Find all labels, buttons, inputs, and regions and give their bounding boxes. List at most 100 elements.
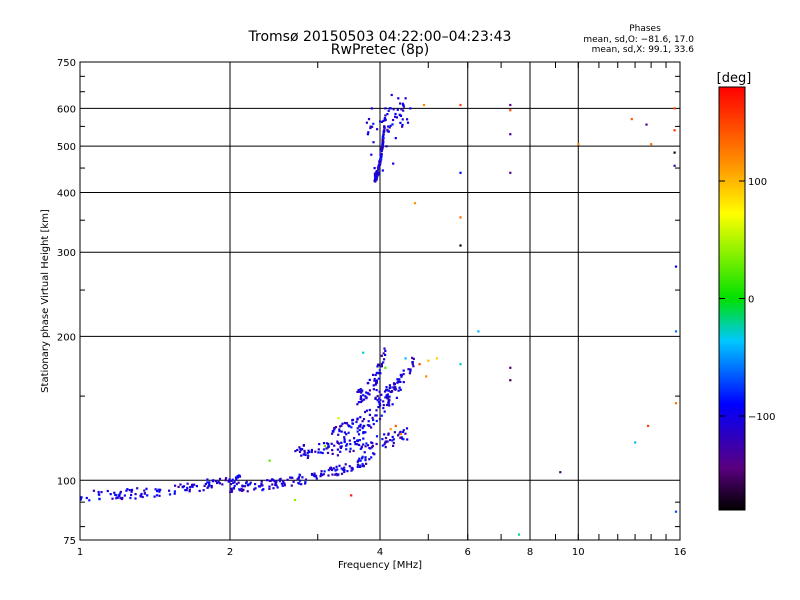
data-point — [365, 462, 368, 465]
data-point — [299, 448, 302, 451]
data-point — [387, 389, 390, 392]
data-point — [389, 386, 392, 389]
data-point — [337, 473, 340, 476]
data-point — [111, 497, 114, 500]
data-point — [328, 467, 332, 470]
data-point — [361, 427, 364, 430]
data-point — [385, 440, 388, 443]
data-point — [338, 428, 341, 431]
data-point — [143, 489, 146, 492]
data-point — [239, 489, 242, 492]
colorbar-tick-label: −100 — [748, 412, 775, 423]
data-point — [397, 434, 400, 437]
data-point — [181, 486, 184, 489]
data-point — [374, 373, 377, 377]
data-point — [254, 487, 257, 490]
data-point — [360, 390, 363, 393]
stats-heading: Phases — [629, 24, 661, 34]
data-point — [336, 440, 339, 443]
data-point — [382, 400, 385, 403]
data-point — [272, 487, 275, 490]
data-point — [384, 366, 387, 369]
data-point — [387, 109, 390, 112]
data-point — [364, 410, 367, 414]
data-point — [340, 424, 343, 427]
data-point — [158, 494, 161, 497]
data-point — [307, 449, 310, 452]
data-point — [388, 395, 391, 398]
data-point — [327, 469, 330, 472]
data-point — [362, 437, 365, 440]
data-point — [118, 494, 121, 498]
data-point — [154, 488, 157, 491]
data-point — [353, 437, 356, 440]
data-point — [412, 365, 415, 368]
data-point — [399, 388, 402, 391]
data-point — [231, 478, 234, 481]
data-point — [300, 483, 303, 486]
data-point — [394, 137, 397, 140]
data-point — [459, 171, 462, 174]
data-point — [382, 133, 385, 136]
data-point — [304, 453, 307, 457]
data-point — [339, 446, 342, 449]
data-point — [339, 445, 342, 448]
data-point — [404, 97, 407, 100]
data-point — [331, 432, 334, 435]
data-point — [361, 420, 364, 423]
data-point — [392, 441, 395, 445]
data-point — [184, 489, 187, 492]
colorbar-ticks: 100 0 −100 — [719, 177, 775, 423]
data-point — [401, 125, 404, 128]
data-point — [380, 155, 383, 158]
data-point — [406, 118, 409, 121]
data-point — [340, 430, 343, 433]
data-point — [374, 177, 377, 180]
data-point — [372, 384, 375, 387]
data-point — [351, 422, 354, 425]
data-point — [381, 138, 384, 141]
data-point — [366, 424, 369, 427]
y-axis-label: Stationary phase Virtual Height [km] — [40, 209, 51, 393]
data-point — [364, 395, 367, 398]
data-point — [370, 446, 374, 449]
data-point — [368, 424, 371, 428]
data-point — [364, 445, 367, 448]
data-point — [366, 392, 369, 395]
data-point — [362, 394, 365, 397]
data-point — [369, 125, 372, 128]
data-point — [100, 491, 103, 494]
data-point — [378, 164, 381, 167]
data-point — [673, 164, 676, 167]
data-point — [179, 483, 182, 486]
data-point — [140, 494, 143, 497]
data-point — [297, 481, 300, 485]
y-tick-label: 300 — [57, 248, 76, 259]
data-point — [198, 489, 201, 492]
data-point — [357, 459, 360, 462]
data-point — [630, 118, 633, 121]
data-point — [298, 473, 301, 476]
data-point — [398, 378, 401, 381]
data-point — [294, 450, 297, 453]
data-point — [321, 451, 324, 455]
data-point — [399, 102, 402, 105]
data-point — [397, 97, 400, 100]
data-point — [188, 490, 191, 493]
data-point — [509, 171, 512, 174]
data-point — [315, 477, 318, 480]
data-point — [364, 459, 367, 462]
data-point — [370, 426, 373, 429]
data-point — [509, 103, 512, 107]
data-point — [350, 494, 353, 497]
data-point — [674, 402, 678, 405]
data-point — [348, 465, 351, 468]
data-point — [281, 484, 284, 487]
data-point — [356, 439, 359, 442]
data-point — [384, 353, 387, 356]
data-point — [304, 478, 308, 481]
data-point — [210, 485, 213, 488]
data-point — [333, 426, 336, 430]
data-point — [336, 441, 339, 444]
data-point — [339, 425, 342, 428]
